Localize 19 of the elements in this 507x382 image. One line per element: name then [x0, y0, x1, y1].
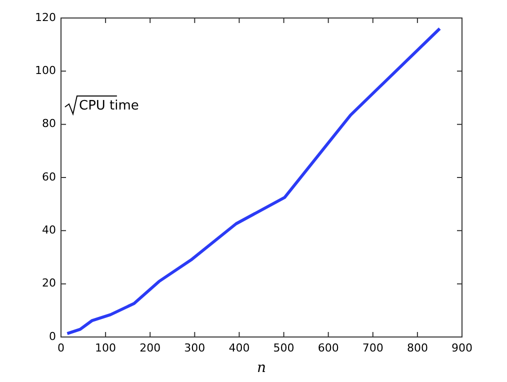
x-tick-label: 900 [452, 341, 472, 354]
x-tick-label: 500 [273, 341, 294, 354]
x-tick-label: 800 [406, 341, 428, 354]
y-tick-label: 100 [34, 64, 56, 78]
x-tick-label: 200 [140, 341, 161, 354]
x-tick-label: 300 [184, 341, 206, 354]
x-tick-label: 700 [362, 341, 384, 354]
y-tick-label: 120 [34, 10, 56, 24]
y-tick-label: 0 [48, 330, 56, 343]
y-tick-label: 40 [42, 224, 56, 237]
y-tick-label: 80 [42, 117, 56, 130]
x-tick-label: 0 [57, 341, 64, 354]
y-tick-label: 60 [42, 170, 56, 184]
annotation: CPU time [78, 98, 139, 114]
x-tick-label: 400 [228, 341, 250, 354]
x-tick-label: 600 [318, 341, 339, 354]
y-tick-label: 20 [42, 276, 56, 290]
x-tick-label: 100 [95, 341, 116, 354]
x-axis-title: n [256, 360, 266, 376]
